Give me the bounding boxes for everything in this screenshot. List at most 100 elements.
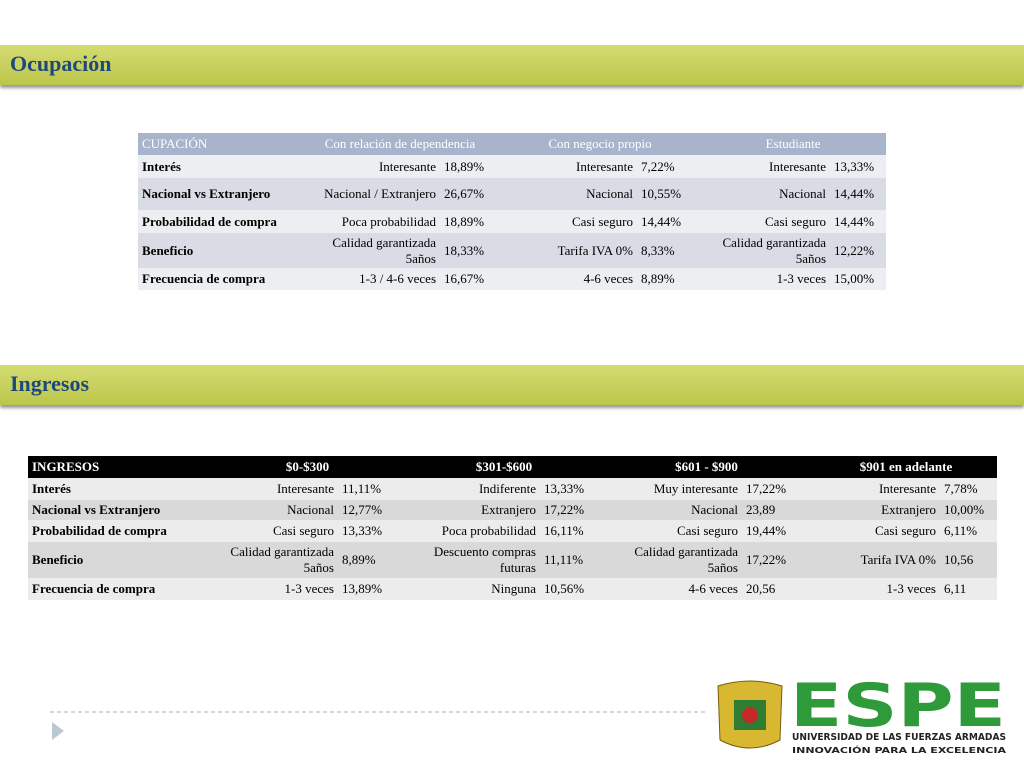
- header-row: CUPACIÓN Con relación de dependencia Con n…: [138, 133, 887, 155]
- cell: Frecuencia de compra: [138, 268, 300, 290]
- section-title: Ocupación: [10, 51, 112, 76]
- logo-name: ESPE: [790, 671, 1006, 741]
- cell: Tarifa IVA 0%: [500, 233, 638, 268]
- row: Nacional vs Extranjero Nacional / Extranj…: [138, 178, 887, 210]
- table: CUPACIÓN Con relación de dependencia Con n…: [138, 133, 887, 290]
- cell: Ninguna: [410, 578, 540, 600]
- header-cell: $301-$600: [410, 456, 598, 478]
- cell: Nacional: [598, 500, 742, 520]
- cell: 14,44%: [830, 210, 887, 233]
- cell: Interesante: [205, 478, 338, 500]
- cell: Nacional: [500, 178, 638, 210]
- row: Probabilidad de compra Casi seguro 13,33% P…: [28, 520, 998, 542]
- cell: 13,33%: [540, 478, 598, 500]
- cell: Descuento compras futuras: [410, 542, 540, 578]
- cell: Interesante: [815, 478, 940, 500]
- cell: Beneficio: [138, 233, 300, 268]
- cell: Calidad garantizada 5años: [598, 542, 742, 578]
- cell: 14,44%: [830, 178, 887, 210]
- cell: 18,89%: [440, 210, 501, 233]
- cell: Calidad garantizada 5años: [300, 233, 440, 268]
- cell: Extranjero: [815, 500, 940, 520]
- header-cell: Con relación de dependencia: [300, 133, 501, 155]
- cell: 1-3 veces: [700, 268, 831, 290]
- cell: 7,78%: [940, 478, 998, 500]
- cell: 20,56: [742, 578, 815, 600]
- cell: 11,11%: [338, 478, 410, 500]
- cell: Poca probabilidad: [410, 520, 540, 542]
- cell: Tarifa IVA 0%: [815, 542, 940, 578]
- row: Beneficio Calidad garantizada 5años 8,89% D…: [28, 542, 998, 578]
- row: Frecuencia de compra 1-3 veces 13,89% Ningu…: [28, 578, 998, 600]
- cell: Interesante: [500, 155, 638, 178]
- logo-subtitle: UNIVERSIDAD DE LAS FUERZAS ARMADAS: [792, 732, 1006, 743]
- header-cell: Estudiante: [700, 133, 887, 155]
- cell: Probabilidad de compra: [138, 210, 300, 233]
- cell: 8,33%: [637, 233, 701, 268]
- row: Interés Interesante 11,11% Indiferente 13,33…: [28, 478, 998, 500]
- header-cell: INGRESOS: [28, 456, 205, 478]
- cell: Nacional: [700, 178, 831, 210]
- cell: Muy interesante: [598, 478, 742, 500]
- header-row: INGRESOS $0-$300 $301-$600 $601 - $900 $901 …: [28, 456, 998, 478]
- cell: 14,44%: [637, 210, 701, 233]
- cell: Nacional vs Extranjero: [28, 500, 205, 520]
- row: Interés Interesante 18,89% Interesante 7,22%…: [138, 155, 887, 178]
- cell: Interés: [28, 478, 205, 500]
- cell: 16,67%: [440, 268, 501, 290]
- row: Beneficio Calidad garantizada 5años 18,33%…: [138, 233, 887, 268]
- cell: 10,56: [940, 542, 998, 578]
- cell: 6,11%: [940, 520, 998, 542]
- cell: 11,11%: [540, 542, 598, 578]
- cell: 23,89: [742, 500, 815, 520]
- cell: 26,67%: [440, 178, 501, 210]
- cell: Extranjero: [410, 500, 540, 520]
- cell: 15,00%: [830, 268, 887, 290]
- banner: Ingresos: [0, 365, 1024, 405]
- header-cell: CUPACIÓN: [138, 133, 300, 155]
- cell: Calidad garantizada 5años: [205, 542, 338, 578]
- cell: 12,77%: [338, 500, 410, 520]
- cell: 4-6 veces: [500, 268, 638, 290]
- cell: 6,11: [940, 578, 998, 600]
- cell: 18,33%: [440, 233, 501, 268]
- cell: Casi seguro: [598, 520, 742, 542]
- cell: Casi seguro: [700, 210, 831, 233]
- cell: Beneficio: [28, 542, 205, 578]
- cell: 7,22%: [637, 155, 701, 178]
- cell: Calidad garantizada 5años: [700, 233, 831, 268]
- cell: 12,22%: [830, 233, 887, 268]
- cell: 4-6 veces: [598, 578, 742, 600]
- cell: Poca probabilidad: [300, 210, 440, 233]
- cell: 13,89%: [338, 578, 410, 600]
- shield-emblem: [742, 707, 758, 723]
- arrow: [52, 722, 64, 740]
- cell: 10,56%: [540, 578, 598, 600]
- cell: 8,89%: [637, 268, 701, 290]
- cell: Nacional: [205, 500, 338, 520]
- cell: Nacional vs Extranjero: [138, 178, 300, 210]
- cell: 10,00%: [940, 500, 998, 520]
- logo-motto: INNOVACIÓN PARA LA EXCELENCIA: [792, 744, 1007, 755]
- banner: Ocupación: [0, 45, 1024, 85]
- row: Probabilidad de compra Poca probabilidad 1…: [138, 210, 887, 233]
- cell: 17,22%: [742, 542, 815, 578]
- header-cell: Con negocio propio: [500, 133, 701, 155]
- cell: Indiferente: [410, 478, 540, 500]
- cell: 17,22%: [540, 500, 598, 520]
- cell: 18,89%: [440, 155, 501, 178]
- header-cell: $901 en adelante: [815, 456, 998, 478]
- row: Frecuencia de compra 1-3 / 4-6 veces 16,67…: [138, 268, 887, 290]
- cell: Interesante: [300, 155, 440, 178]
- cell: 1-3 veces: [815, 578, 940, 600]
- cell: 13,33%: [830, 155, 887, 178]
- row: Nacional vs Extranjero Nacional 12,77% Extr…: [28, 500, 998, 520]
- cell: Casi seguro: [500, 210, 638, 233]
- header-cell: $601 - $900: [598, 456, 815, 478]
- cell: Interés: [138, 155, 300, 178]
- cell: 17,22%: [742, 478, 815, 500]
- cell: Frecuencia de compra: [28, 578, 205, 600]
- cell: Nacional / Extranjero: [300, 178, 440, 210]
